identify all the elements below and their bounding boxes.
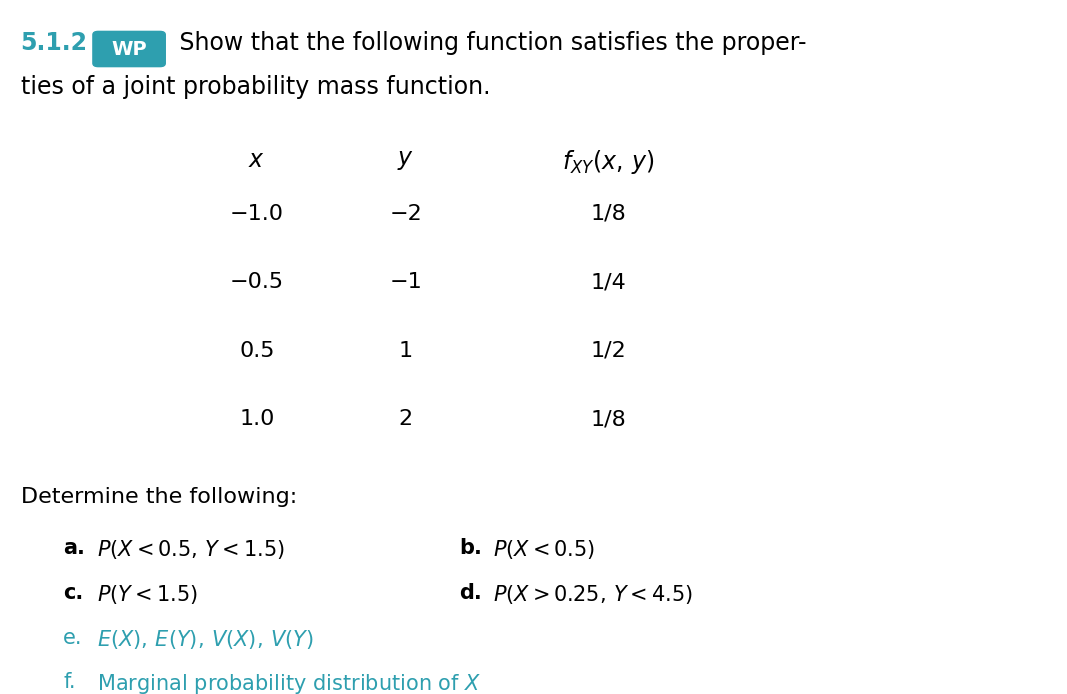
Text: ties of a joint probability mass function.: ties of a joint probability mass functio… [20,75,490,99]
Text: WP: WP [111,40,147,58]
Text: $x$: $x$ [249,148,266,172]
Text: −2: −2 [389,203,423,223]
Text: Show that the following function satisfies the proper-: Show that the following function satisfi… [172,31,807,55]
Text: c.: c. [63,583,83,603]
Text: −0.5: −0.5 [229,272,284,292]
Text: $P(X < 0.5,\, Y < 1.5)$: $P(X < 0.5,\, Y < 1.5)$ [97,538,285,561]
Text: $y$: $y$ [397,148,414,172]
Text: 1/8: 1/8 [590,203,626,223]
Text: $P(Y < 1.5)$: $P(Y < 1.5)$ [97,583,197,606]
Text: b.: b. [459,538,482,557]
Text: a.: a. [63,538,85,557]
Text: f.: f. [63,672,76,692]
Text: Determine the following:: Determine the following: [20,487,297,507]
Text: 1.0: 1.0 [239,409,274,429]
Text: d.: d. [459,583,482,603]
Text: Marginal probability distribution of $X$: Marginal probability distribution of $X$ [97,672,481,694]
Text: $f_{XY}(x,\,y)$: $f_{XY}(x,\,y)$ [561,148,654,176]
Text: 1/8: 1/8 [590,409,626,429]
Text: $E(X),\, E(Y),\, V(X),\, V(Y)$: $E(X),\, E(Y),\, V(X),\, V(Y)$ [97,627,314,650]
Text: 2: 2 [399,409,413,429]
Text: $P(X > 0.25,\, Y < 4.5)$: $P(X > 0.25,\, Y < 4.5)$ [493,583,694,606]
Text: 1: 1 [399,341,413,361]
Text: 1/4: 1/4 [590,272,626,292]
Text: 1/2: 1/2 [590,341,626,361]
Text: 0.5: 0.5 [239,341,274,361]
FancyBboxPatch shape [93,31,165,67]
Text: $P(X < 0.5)$: $P(X < 0.5)$ [493,538,595,561]
Text: 5.1.2: 5.1.2 [20,31,87,55]
Text: −1.0: −1.0 [229,203,284,223]
Text: −1: −1 [389,272,423,292]
Text: e.: e. [63,627,82,648]
